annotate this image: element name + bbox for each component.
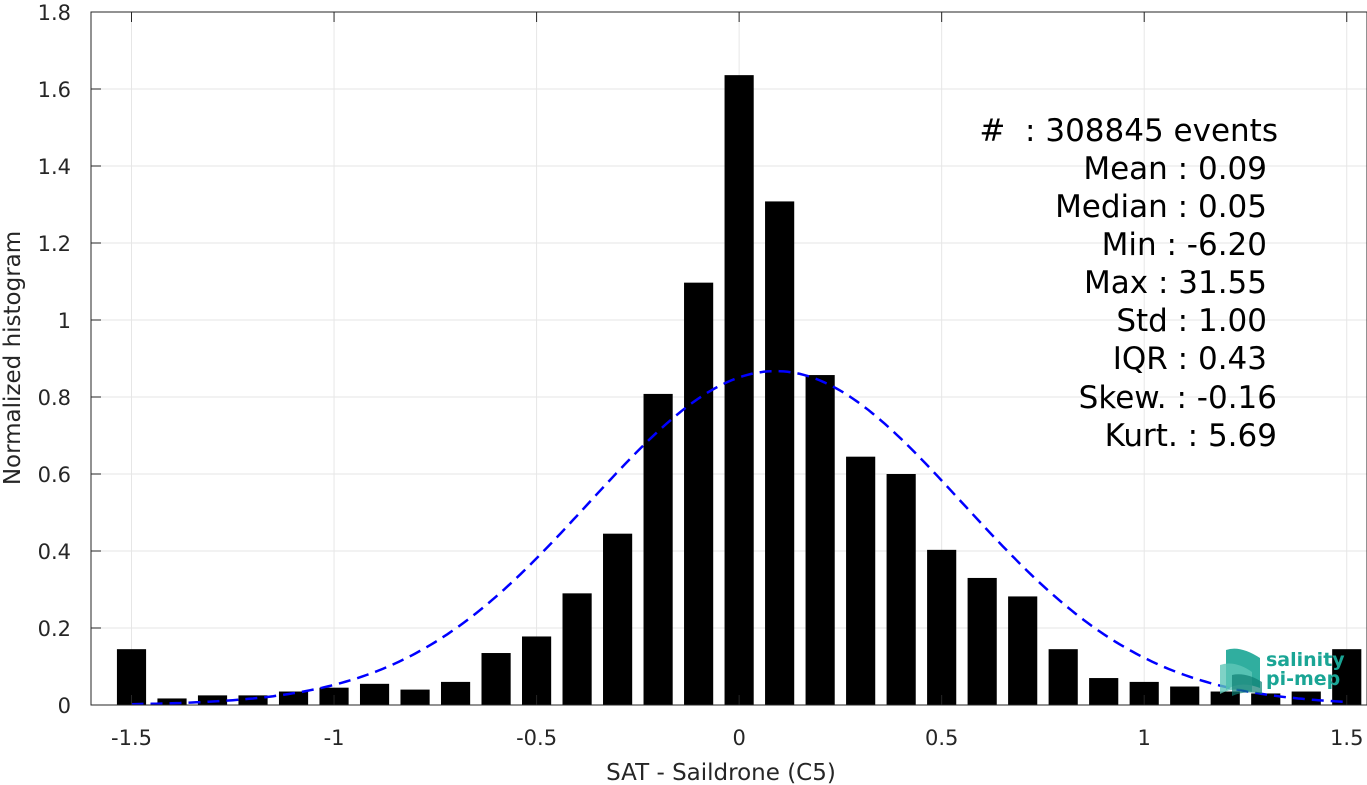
axes (90, 11, 1367, 706)
histogram-bar (1129, 681, 1159, 705)
histogram-bar (157, 698, 187, 705)
y-tick-label: 0.6 (38, 463, 71, 487)
histogram-bar (359, 683, 390, 705)
histogram-bar (1089, 678, 1119, 705)
histogram-bar (1170, 686, 1200, 705)
x-tick-label: 1 (1138, 726, 1151, 750)
histogram-bar (1008, 596, 1038, 705)
y-tick-label: 1.6 (38, 78, 71, 102)
histogram-bar (1251, 693, 1281, 705)
x-tick-label: 1.5 (1330, 726, 1363, 750)
wave-logo-icon (1220, 648, 1262, 696)
y-tick-label: 0.8 (38, 386, 71, 410)
x-tick-labels: -1.5 -1 -0.5 0 0.5 1 1.5 (111, 726, 1363, 750)
histogram-bar (927, 549, 957, 705)
histogram-bar (724, 75, 754, 705)
stat-line: Max : 31.55 (1084, 265, 1267, 301)
y-tick-label: 1.2 (38, 232, 71, 256)
y-tick-labels: 0 0.2 0.4 0.6 0.8 1 1.2 1.4 1.6 1.8 (38, 1, 71, 718)
histogram-bar (603, 533, 633, 705)
histogram-bar (400, 689, 430, 705)
x-tick-label: -1 (324, 726, 345, 750)
bars (116, 75, 1362, 706)
y-tick-label: 1.8 (38, 1, 71, 25)
plot-frame (90, 11, 1367, 706)
stat-line: Kurt. : 5.69 (1105, 418, 1277, 454)
histogram-bar (562, 593, 592, 705)
histogram-bar (643, 393, 673, 705)
stat-line: Mean : 0.09 (1083, 151, 1267, 187)
salinity-pi-mep-logo: salinity pi-mep (1220, 648, 1345, 696)
histogram-bar (197, 695, 228, 705)
x-tick-label: 0 (732, 726, 745, 750)
y-tick-label: 0 (58, 694, 71, 718)
y-tick-label: 0.2 (38, 617, 71, 641)
histogram-bar (805, 375, 835, 705)
histogram-bar (684, 282, 714, 705)
histogram-bar (238, 695, 268, 705)
histogram-bar (886, 474, 916, 705)
histogram-bar (481, 653, 511, 705)
y-tick-label: 1.4 (38, 155, 71, 179)
logo-text-pi-mep: pi-mep (1266, 668, 1340, 690)
logo-text-salinity: salinity (1266, 649, 1345, 671)
y-tick-label: 0.4 (38, 540, 71, 564)
stat-line: Median : 0.05 (1055, 189, 1267, 225)
histogram-bar (1048, 649, 1078, 705)
x-tick-label: 0.5 (925, 726, 958, 750)
histogram-bar (522, 636, 552, 705)
stat-line: Skew. : -0.16 (1079, 380, 1277, 416)
y-axis-label: Normalized histogram (0, 231, 26, 485)
histogram-bar (765, 201, 795, 706)
x-tick-label: -0.5 (516, 726, 557, 750)
histogram-bar (440, 681, 471, 705)
stat-line: Min : -6.20 (1102, 227, 1267, 263)
stat-line: IQR : 0.43 (1113, 341, 1267, 377)
histogram-bar (967, 577, 997, 705)
x-axis-label: SAT - Saildrone (C5) (606, 760, 836, 785)
stat-line: Std : 1.00 (1116, 303, 1267, 339)
histogram-bar (846, 456, 876, 705)
stat-line: # : 308845 events (979, 113, 1278, 149)
y-tick-label: 1 (58, 309, 71, 333)
histogram-bar (1291, 691, 1321, 705)
x-tick-label: -1.5 (111, 726, 152, 750)
